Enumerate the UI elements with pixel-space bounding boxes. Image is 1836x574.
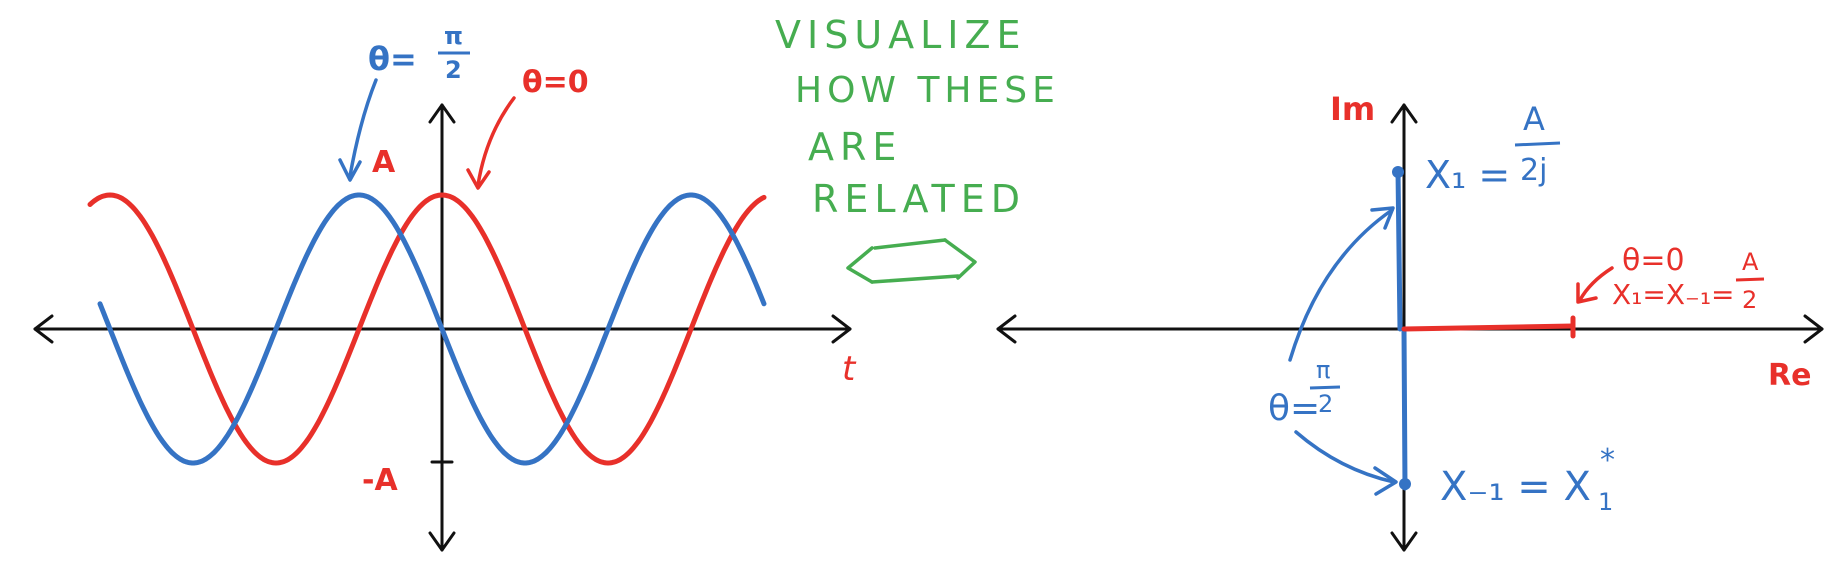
fraction-bar xyxy=(1735,277,1765,282)
blue-theta-pi-over-2-label: θ= π 2 xyxy=(368,22,470,84)
x-minus-1-label: X₋₁ = X * 1 xyxy=(1440,443,1615,516)
svg-text:A: A xyxy=(1523,100,1545,138)
blue-label-pointer xyxy=(348,78,378,178)
blue-phasor-up-tip xyxy=(1392,166,1404,178)
svg-text:X₁ =: X₁ = xyxy=(1425,153,1510,197)
visualize-note: VISUALIZE HOW THESE ARE RELATED xyxy=(775,13,1060,284)
svg-text:*: * xyxy=(1600,443,1615,478)
note-line-2: HOW THESE xyxy=(795,70,1060,111)
right-plot: Im Re X₁ = A 2j X₋₁ = X * 1 θ= π 2 xyxy=(996,90,1824,552)
blue-phasor-up xyxy=(1395,167,1403,332)
theta-pointer-down-head xyxy=(1373,466,1398,496)
real-axis-left-arrow xyxy=(996,314,1017,344)
imag-axis-label: Im xyxy=(1330,90,1375,128)
blue-sine-curve xyxy=(97,192,767,466)
svg-text:θ=0: θ=0 xyxy=(1622,243,1685,278)
red-phasor xyxy=(1401,323,1576,332)
red-zero-pointer-head xyxy=(1576,282,1598,304)
x1-label: X₁ = A 2j xyxy=(1425,100,1561,197)
svg-text:1: 1 xyxy=(1598,488,1613,516)
theta-pointer-up xyxy=(1288,208,1394,362)
svg-text:2j: 2j xyxy=(1520,153,1547,188)
svg-text:A: A xyxy=(1742,248,1759,276)
note-line-3: ARE xyxy=(808,125,902,169)
red-cosine-curve xyxy=(87,192,767,466)
note-line-4: RELATED xyxy=(812,177,1026,221)
amplitude-a-label: A xyxy=(372,145,396,180)
left-amplitude-axis-up-arrow xyxy=(428,103,456,124)
theta-pointer-down xyxy=(1294,430,1396,484)
note-line-1: VISUALIZE xyxy=(775,13,1027,57)
svg-text:2: 2 xyxy=(1318,390,1333,418)
imag-axis-down-arrow xyxy=(1390,531,1418,552)
imag-axis-up-arrow xyxy=(1390,103,1418,124)
right-theta-pi-over-2-label: θ= π 2 xyxy=(1268,356,1341,429)
blue-label-pointer-head xyxy=(338,158,362,182)
left-t-axis-label: t xyxy=(842,349,857,389)
left-time-axis-left-arrow xyxy=(33,314,54,344)
real-axis-label: Re xyxy=(1768,358,1811,393)
fraction-bar xyxy=(1309,385,1341,390)
svg-text:2: 2 xyxy=(1742,286,1757,314)
red-label-pointer-head xyxy=(466,168,491,190)
fraction-bar xyxy=(1514,141,1561,147)
blue-phasor-down-tip xyxy=(1399,478,1411,490)
double-arrow-icon xyxy=(846,238,977,284)
red-theta-zero-label: θ=0 xyxy=(522,65,589,100)
left-plot: t A -A θ=0 θ= π 2 xyxy=(33,22,857,552)
theta-pointer-up-head xyxy=(1370,206,1395,230)
svg-text:θ=: θ= xyxy=(1268,388,1320,429)
amplitude-minus-a-label: -A xyxy=(362,463,398,498)
left-time-axis-right-arrow xyxy=(831,314,852,344)
svg-text:θ=: θ= xyxy=(368,40,417,78)
blue-phasor-down xyxy=(1401,326,1408,491)
svg-text:X₋₁ = X: X₋₁ = X xyxy=(1440,464,1591,510)
svg-text:π: π xyxy=(1316,356,1330,384)
svg-text:π: π xyxy=(444,22,463,50)
real-axis-right-arrow xyxy=(1803,314,1824,344)
right-theta-zero-label: θ=0 X₁=X₋₁= A 2 xyxy=(1612,243,1765,314)
red-label-pointer xyxy=(476,96,516,187)
svg-text:2: 2 xyxy=(445,56,462,84)
left-amplitude-axis-down-arrow xyxy=(428,531,456,552)
red-zero-pointer xyxy=(1578,266,1614,302)
svg-text:X₁=X₋₁=: X₁=X₋₁= xyxy=(1612,278,1735,311)
